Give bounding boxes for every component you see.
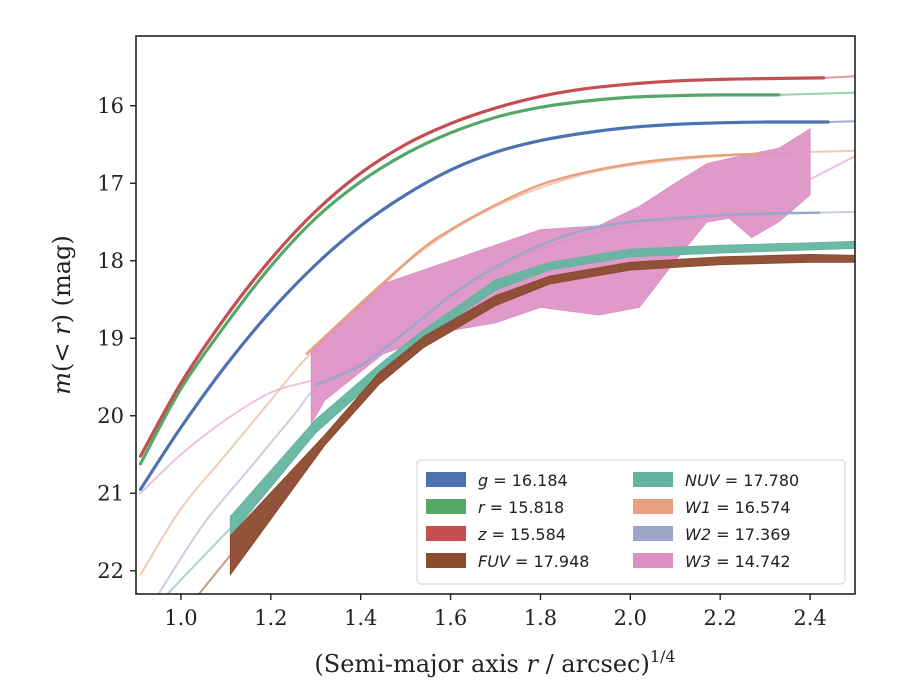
series-r-extension bbox=[777, 91, 855, 96]
y-tick-label: 18 bbox=[97, 249, 124, 273]
legend-label: z = 15.584 bbox=[477, 525, 566, 544]
y-tick-label: 20 bbox=[97, 404, 124, 428]
x-tick-label: 1.0 bbox=[164, 606, 197, 630]
legend-item-nuv: NUV = 17.780 bbox=[633, 471, 799, 490]
y-tick-label: 22 bbox=[97, 559, 124, 583]
series-z-line bbox=[138, 76, 826, 458]
legend-item-w2: W2 = 17.369 bbox=[633, 525, 791, 544]
series-r-line bbox=[138, 93, 781, 466]
legend-label: W1 = 16.574 bbox=[685, 498, 791, 517]
x-tick-label: 1.2 bbox=[254, 606, 287, 630]
series-g-line bbox=[138, 120, 830, 491]
legend-item-w1: W1 = 16.574 bbox=[633, 498, 791, 517]
series-g-extension bbox=[827, 120, 855, 124]
legend-label: NUV = 17.780 bbox=[685, 471, 799, 490]
legend-swatch bbox=[633, 553, 673, 568]
legend: g = 16.184 r = 15.818 z = 15.584 FUV = 17.9… bbox=[416, 459, 846, 585]
legend-swatch bbox=[426, 526, 466, 541]
plot-content bbox=[138, 75, 855, 594]
legend-swatch bbox=[426, 553, 466, 568]
legend-box bbox=[416, 459, 846, 585]
y-axis-label: m(< r) (mag) bbox=[48, 235, 76, 395]
legend-label: W2 = 17.369 bbox=[685, 525, 791, 544]
series-w1-line bbox=[305, 152, 762, 355]
legend-label: W3 = 14.742 bbox=[685, 552, 791, 571]
x-axis-label: (Semi-major axis r / arcsec)1/4 bbox=[314, 647, 675, 678]
legend-swatch bbox=[426, 472, 466, 487]
x-axis: 1.0 1.2 1.4 1.6 1.8 2.0 2.2 2.4 bbox=[164, 594, 827, 630]
y-tick-label: 21 bbox=[97, 481, 124, 505]
x-tick-label: 2.4 bbox=[793, 606, 826, 630]
legend-label: FUV = 17.948 bbox=[478, 552, 589, 571]
series-nuv-extension bbox=[166, 527, 232, 594]
y-axis: 16 17 18 19 20 21 22 bbox=[97, 94, 136, 583]
series-fuv-band bbox=[229, 254, 855, 577]
y-tick-label: 19 bbox=[97, 326, 124, 350]
legend-swatch bbox=[633, 472, 673, 487]
series-w2-line bbox=[314, 211, 821, 386]
x-tick-label: 1.6 bbox=[434, 606, 467, 630]
legend-item-z: z = 15.584 bbox=[426, 525, 566, 544]
legend-item-w3: W3 = 14.742 bbox=[633, 552, 791, 571]
series-w3-extension-outer bbox=[809, 155, 855, 181]
legend-item-g: g = 16.184 bbox=[426, 471, 568, 490]
y-tick-label: 17 bbox=[97, 171, 124, 195]
legend-label: g = 16.184 bbox=[478, 471, 568, 490]
legend-swatch bbox=[426, 499, 466, 514]
legend-swatch bbox=[633, 526, 673, 541]
y-tick-label: 16 bbox=[97, 94, 124, 118]
x-tick-label: 1.4 bbox=[344, 606, 377, 630]
series-w3-extension bbox=[139, 379, 313, 495]
plot-frame bbox=[135, 35, 856, 595]
legend-label: r = 15.818 bbox=[478, 498, 564, 517]
series-fuv-extension bbox=[197, 554, 232, 594]
legend-swatch bbox=[633, 499, 673, 514]
x-tick-label: 2.0 bbox=[614, 606, 647, 630]
series-z-extension bbox=[822, 75, 855, 79]
x-tick-label: 1.8 bbox=[524, 606, 557, 630]
legend-item-r: r = 15.818 bbox=[426, 498, 564, 517]
legend-item-fuv: FUV = 17.948 bbox=[426, 552, 589, 571]
x-tick-label: 2.2 bbox=[703, 606, 736, 630]
